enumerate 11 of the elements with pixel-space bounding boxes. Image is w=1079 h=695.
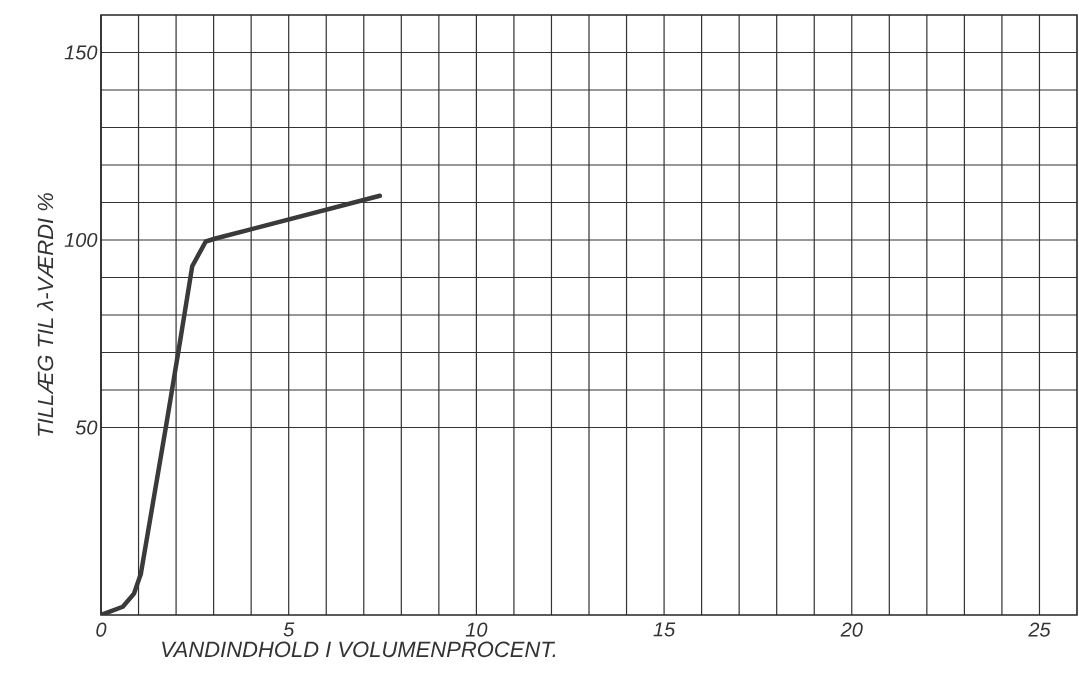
y-tick-label: 150 bbox=[64, 45, 98, 60]
y-tick-label: 50 bbox=[75, 420, 98, 435]
x-tick-label: 0 bbox=[96, 622, 107, 637]
x-tick-label: 10 bbox=[465, 622, 488, 637]
x-tick-label: 25 bbox=[1028, 622, 1051, 637]
x-tick-label: 20 bbox=[840, 622, 863, 637]
x-tick-label: 15 bbox=[653, 622, 676, 637]
y-axis-title: TILLÆG TIL λ-VÆRDI % bbox=[37, 193, 54, 436]
x-tick-label: 5 bbox=[283, 622, 295, 637]
y-tick-label: 100 bbox=[64, 232, 98, 248]
x-axis-title: VANDINDHOLD I VOLUMENPROCENT. bbox=[162, 641, 556, 658]
